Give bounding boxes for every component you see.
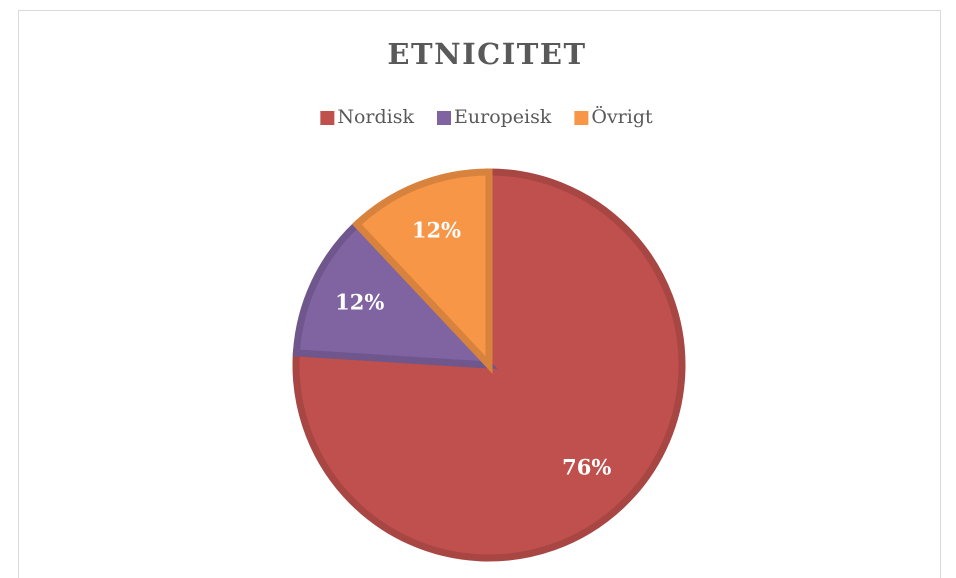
chart-title: ETNICITET [387, 37, 586, 71]
legend-label: Europeisk [454, 106, 552, 128]
legend-swatch [437, 111, 451, 125]
legend-label: Nordisk [337, 106, 414, 128]
legend-label: Övrigt [591, 105, 653, 128]
data-label: 76% [562, 455, 611, 480]
pie: 76% 12% 12% [292, 168, 686, 562]
legend-swatch [574, 111, 589, 125]
legend-swatch [320, 111, 335, 125]
pie-slice [292, 168, 686, 562]
data-label: 12% [335, 290, 384, 315]
data-label: 12% [412, 218, 461, 243]
pie-slice [351, 168, 493, 374]
legend: Nordisk Europeisk Övrigt [320, 105, 653, 128]
pie-slice [292, 219, 498, 370]
